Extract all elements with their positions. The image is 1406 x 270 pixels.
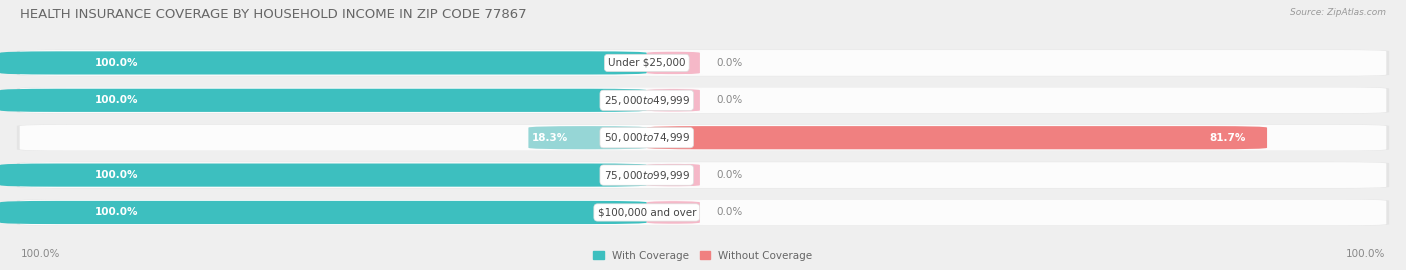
Text: 0.0%: 0.0% [717, 207, 742, 217]
FancyBboxPatch shape [644, 89, 703, 112]
FancyBboxPatch shape [17, 50, 1389, 76]
Text: $50,000 to $74,999: $50,000 to $74,999 [603, 131, 690, 144]
Text: $25,000 to $49,999: $25,000 to $49,999 [603, 94, 690, 107]
Text: $75,000 to $99,999: $75,000 to $99,999 [603, 168, 690, 182]
Text: 100.0%: 100.0% [94, 170, 138, 180]
Legend: With Coverage, Without Coverage: With Coverage, Without Coverage [589, 247, 817, 265]
FancyBboxPatch shape [644, 201, 703, 224]
FancyBboxPatch shape [17, 124, 1389, 151]
FancyBboxPatch shape [644, 164, 703, 187]
FancyBboxPatch shape [17, 162, 1389, 188]
Text: 100.0%: 100.0% [94, 95, 138, 105]
FancyBboxPatch shape [0, 89, 647, 112]
Text: 100.0%: 100.0% [1346, 249, 1385, 259]
FancyBboxPatch shape [20, 87, 1386, 113]
Text: 18.3%: 18.3% [531, 133, 568, 143]
FancyBboxPatch shape [20, 50, 1386, 76]
Text: 0.0%: 0.0% [717, 170, 742, 180]
Text: 100.0%: 100.0% [21, 249, 60, 259]
Text: 100.0%: 100.0% [94, 58, 138, 68]
FancyBboxPatch shape [20, 125, 1386, 151]
FancyBboxPatch shape [17, 199, 1389, 226]
FancyBboxPatch shape [17, 87, 1389, 114]
Text: Source: ZipAtlas.com: Source: ZipAtlas.com [1291, 8, 1386, 17]
Text: $100,000 and over: $100,000 and over [598, 207, 696, 217]
FancyBboxPatch shape [20, 200, 1386, 225]
Text: 0.0%: 0.0% [717, 58, 742, 68]
FancyBboxPatch shape [0, 51, 647, 75]
Text: HEALTH INSURANCE COVERAGE BY HOUSEHOLD INCOME IN ZIP CODE 77867: HEALTH INSURANCE COVERAGE BY HOUSEHOLD I… [20, 8, 526, 21]
Text: 81.7%: 81.7% [1209, 133, 1246, 143]
FancyBboxPatch shape [644, 51, 703, 75]
FancyBboxPatch shape [529, 126, 647, 149]
Text: 100.0%: 100.0% [94, 207, 138, 217]
FancyBboxPatch shape [0, 164, 647, 187]
FancyBboxPatch shape [0, 201, 647, 224]
FancyBboxPatch shape [647, 126, 1267, 149]
Text: 0.0%: 0.0% [717, 95, 742, 105]
Text: Under $25,000: Under $25,000 [607, 58, 686, 68]
FancyBboxPatch shape [20, 162, 1386, 188]
